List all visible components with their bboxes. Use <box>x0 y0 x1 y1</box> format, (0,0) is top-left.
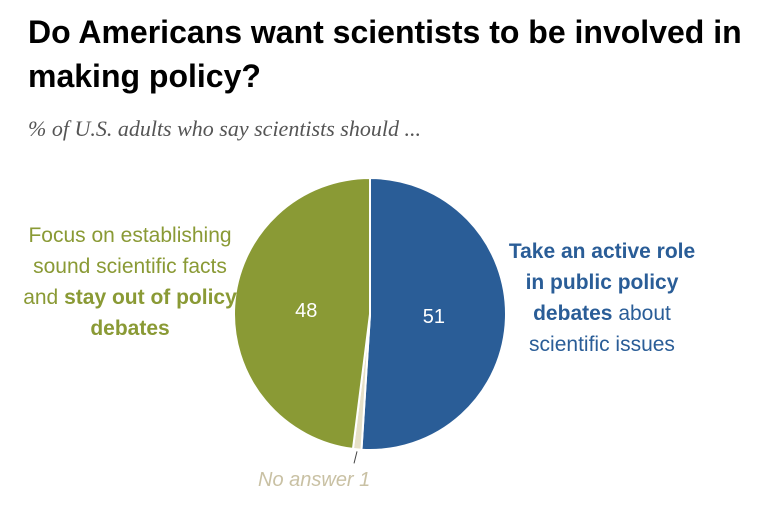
pie-slice-0 <box>360 176 507 451</box>
stay-out-label-text: Focus on establishing sound scientific f… <box>23 224 232 309</box>
no-answer-leader-line <box>353 451 358 464</box>
stay-out-label-bold: stay out of policy debates <box>64 286 237 340</box>
chart-title: Do Americans want scientists to be invol… <box>28 14 742 94</box>
chart-subtitle: % of U.S. adults who say scientists shou… <box>28 116 421 141</box>
active-role-label: Take an active role in public policy deb… <box>498 236 706 360</box>
active-role-label-text: about scientific issues <box>529 302 675 356</box>
stay-out-label: Focus on establishing sound scientific f… <box>20 220 240 344</box>
pie-slice-2 <box>233 176 371 451</box>
pie-slice-value-label: 48 <box>295 300 317 322</box>
no-answer-label: No answer 1 <box>258 469 371 491</box>
active-role-label-bold: Take an active role in public policy deb… <box>508 240 696 325</box>
pie-slice-value-label: 51 <box>423 306 445 328</box>
